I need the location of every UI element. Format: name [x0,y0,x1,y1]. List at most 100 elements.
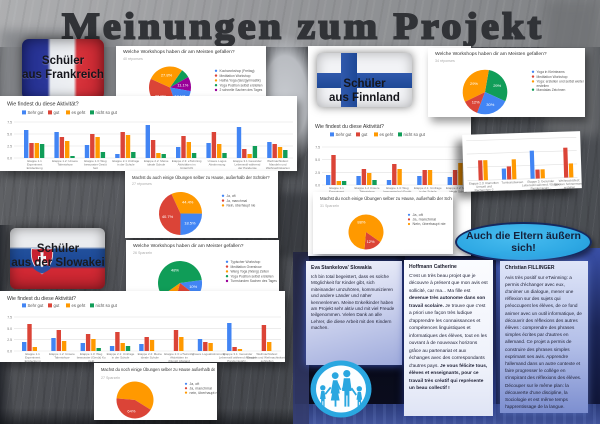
svg-text:7.5: 7.5 [315,146,320,150]
svg-text:Weihnachtskarten: Weihnachtskarten [266,166,290,170]
svg-text:0.0: 0.0 [315,184,320,188]
svg-text:Experiment: Experiment [329,189,344,193]
svg-text:in der Schule: in der Schule [112,355,130,359]
svg-text:aufstellen: aufstellen [261,359,274,362]
svg-text:rrekt: rrekt [88,359,94,362]
svg-text:2 schnelle Sachen des Tages: 2 schnelle Sachen des Tages [220,88,263,92]
svg-text:2.5: 2.5 [7,145,12,149]
svg-text:Pandemiejahr...: Pandemiejahr... [227,359,248,362]
svg-text:Etappe 1.3: Weg: Etappe 1.3: Weg [84,159,107,163]
svg-text:Unsere Logos: Unsere Logos [208,159,227,163]
svg-text:Etappe 3.1 Gesunder: Etappe 3.1 Gesunder [233,159,262,163]
svg-text:12%: 12% [367,239,375,244]
svg-text:gut: gut [54,303,61,308]
svg-text:Lebensstil während: Lebensstil während [234,162,260,166]
svg-text:Yoga Position selbst erstellen: Yoga Position selbst erstellen [231,274,274,278]
svg-text:Umwelt und: Umwelt und [476,184,492,189]
svg-text:Etappe 1.1: Etappe 1.1 [329,186,344,190]
svg-text:bewusster(en) Ernäh: bewusster(en) Ernäh [383,189,411,193]
svg-text:Ja, oft: Ja, oft [190,382,200,386]
svg-text:Ja, oft: Ja, oft [413,213,424,217]
svg-text:5.0: 5.0 [7,133,12,137]
svg-text:Etappe 2.2: Meine: Etappe 2.2: Meine [446,186,471,190]
svg-text:heit: heit [93,166,98,170]
svg-text:nicht so gut: nicht so gut [96,303,118,308]
svg-text:29%: 29% [470,81,478,86]
svg-text:7.5: 7.5 [7,121,12,125]
svg-text:Etappe 1.3: Weg: Etappe 1.3: Weg [80,352,103,356]
svg-text:Weihnachtsfest:: Weihnachtsfest: [267,159,288,163]
svg-text:88%: 88% [357,220,365,225]
svg-text:Etappe 2.1: Umfrage: Etappe 2.1: Umfrage [414,186,442,190]
svg-text:48%: 48% [171,268,179,273]
svg-text:Lebensstil während / Etappe: Lebensstil während / Etappe [219,355,257,359]
svg-text:Mandalas Zeichnen: Mandalas Zeichnen [537,88,566,92]
svg-text:Ja, manchmal: Ja, manchmal [413,218,437,222]
svg-text:Turnkunstwesen: Turnkunstwesen [501,180,523,185]
svg-text:5.0: 5.0 [7,327,12,331]
svg-text:Etappe 2.3: eTwinning: Etappe 2.3: eTwinning [164,352,194,356]
svg-text:Weihnachtsfest:: Weihnachtsfest: [559,178,581,183]
svg-text:Sehr gut: Sehr gut [28,110,45,115]
svg-text:Experiment: Experiment [25,355,40,359]
svg-text:gut: gut [54,110,61,115]
svg-text:Wang Yoga (Wang) Zeiten: Wang Yoga (Wang) Zeiten [231,270,270,274]
svg-text:Unterricht: Unterricht [180,166,193,170]
svg-text:10%: 10% [189,284,197,289]
svg-text:Pandemiejahr...: Pandemiejahr... [531,186,552,191]
svg-text:(Dunst) Abstand: (Dunst) Abstand [168,359,190,362]
svg-text:Talentshow: Talentshow [359,189,375,193]
svg-text:Meditation Workshop: Meditation Workshop [220,74,251,78]
svg-text:Talentshow: Talentshow [54,355,70,359]
svg-text:12%: 12% [472,100,480,105]
svg-text:Etappe 2.2: Meine: Etappe 2.2: Meine [138,352,163,356]
svg-text:11.1%: 11.1% [177,83,188,88]
svg-text:Etappe 3: Gesunder: Etappe 3: Gesunder [527,179,554,184]
svg-text:Recherchen-2: Recherchen-2 [475,188,494,192]
svg-text:es geht: es geht [72,110,87,115]
svg-text:Etappe 3.1: Gesunder: Etappe 3.1: Gesunder [223,352,252,356]
svg-text:Wie findest du diese Aktivität: Wie findest du diese Aktivität? [315,124,384,130]
svg-text:Aktivitäten im: Aktivitäten im [178,162,196,166]
svg-text:ideale Schule: ideale Schule [147,162,165,166]
svg-text:27.8%: 27.8% [161,72,173,77]
svg-text:Wie findest du diese Aktivität: Wie findest du diese Aktivität? [7,296,76,302]
svg-text:ideale Schule: ideale Schule [449,189,467,193]
svg-text:es geht: es geht [72,303,87,308]
svg-text:gut: gut [362,132,369,137]
svg-text:erstellen: erstellen [564,185,576,189]
svg-text:Mandeln und: Mandeln und [269,162,287,166]
svg-text:Experiment: Experiment [27,162,42,166]
svg-text:Etappe 2.1: Umfrage: Etappe 2.1: Umfrage [107,352,135,356]
svg-text:30%: 30% [486,102,494,107]
svg-text:Etappe 1.1: Etappe 1.1 [27,159,42,163]
svg-text:in der Schule: in der Schule [419,189,437,193]
svg-text:5.0: 5.0 [315,158,320,162]
svg-text:Meditation Overshow: Meditation Overshow [231,265,263,269]
svg-text:Kochworkshop (Freitag): Kochworkshop (Freitag) [220,69,255,73]
svg-text:bewusster (Gesüt) Ko: bewusster (Gesüt) Ko [77,355,106,359]
svg-text:Etappe 1.2: Unsere: Etappe 1.2: Unsere [52,159,78,163]
svg-text:2.5: 2.5 [315,171,320,175]
svg-text:40.7%: 40.7% [162,214,174,219]
svg-text:erstellen: erstellen [537,84,550,88]
svg-text:nein, überhaupt nie: nein, überhaupt nie [190,391,218,395]
svg-text:Hatha Yoga (tanzgymnastik): Hatha Yoga (tanzgymnastik) [220,79,261,83]
svg-text:Etappe 2.3: eTwinning: Etappe 2.3: eTwinning [172,159,202,163]
svg-text:Nein, überhaupt nie: Nein, überhaupt nie [413,222,446,226]
svg-text:Glocken Schneemann /: Glocken Schneemann / [554,181,582,186]
svg-text:18.5%: 18.5% [184,220,196,225]
svg-text:Entdeckung: Entdeckung [25,359,41,362]
svg-text:es geht: es geht [380,132,395,137]
svg-text:7.5: 7.5 [7,316,12,320]
svg-text:0.0: 0.0 [7,157,12,161]
svg-text:Abstimmung: Abstimmung [209,162,226,166]
svg-text:der Pandemie: der Pandemie [238,166,257,170]
svg-text:2.5: 2.5 [7,338,12,342]
svg-text:Weihnachtsfest:: Weihnachtsfest: [256,352,277,356]
svg-text:Lebensstil während / Etappe: Lebensstil während / Etappe [522,182,560,187]
svg-text:64%: 64% [127,408,135,413]
svg-text:44.4%: 44.4% [182,200,194,205]
svg-text:nicht so gut: nicht so gut [404,132,426,137]
svg-text:Etappe 2.1 Umfrage: Etappe 2.1 Umfrage [112,159,139,163]
